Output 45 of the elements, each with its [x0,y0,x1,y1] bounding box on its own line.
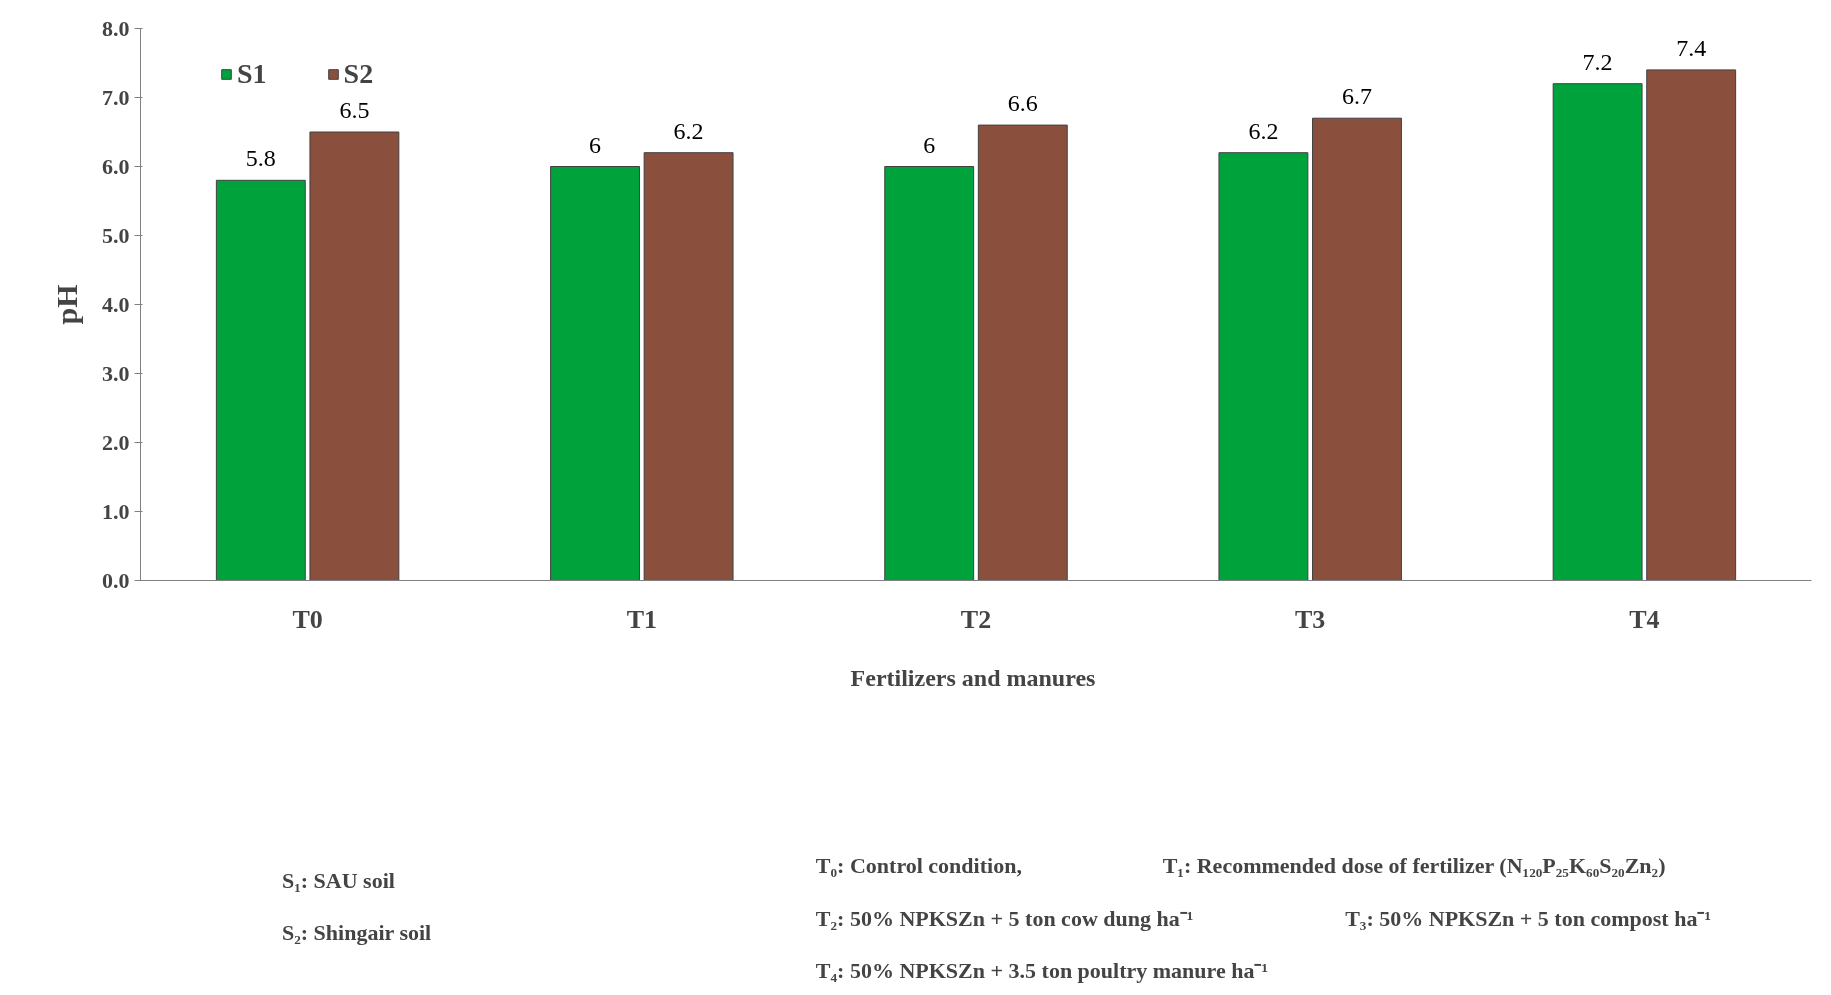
text: S₁: SAU soil [281,868,395,893]
y-axis-title: pH [50,284,83,325]
x-tick-label: T4 [1629,604,1660,634]
x-tick-label: T2 [960,604,992,634]
data-label: 6.6 [1007,90,1038,117]
data-label: 6 [589,131,602,158]
x-tick-label: T0 [292,604,323,634]
bar [1646,69,1737,581]
data-label: 6.5 [339,97,370,123]
x-tick-label: T1 [626,604,657,634]
y-tick-label: 0.0 [102,567,130,593]
y-tick-label: 1.0 [102,498,130,524]
data-label: 5.8 [245,145,276,172]
data-label: 6.2 [673,117,704,144]
bar [884,166,975,581]
x-axis-title: Fertilizers and manures [850,664,1096,691]
text: S₂: Shingair soil [281,920,432,945]
data-label: 7.2 [1582,48,1613,75]
text: T₄: 50% NPKSZn + 3.5 ton poultry manure ha⁻¹ [815,958,1269,983]
data-label: 6.2 [1248,117,1279,144]
legend-label: S1 [237,58,267,90]
y-tick-label: 6.0 [102,153,130,179]
text: T₂: 50% NPKSZn + 5 ton cow dung ha⁻¹ [815,906,1194,931]
text: T₀: Control condition, [815,853,1022,878]
bar [1552,83,1643,581]
y-tick-label: 4.0 [102,291,130,317]
bar [550,166,640,581]
x-tick-label: T3 [1295,604,1326,634]
y-tick-label: 2.0 [102,429,130,455]
text: T₃: 50% NPKSZn + 5 ton compost ha⁻¹ [1345,906,1711,931]
bar [215,179,306,581]
bar [1312,117,1402,581]
y-tick-label: 8.0 [102,15,130,41]
data-label: 6 [923,131,936,158]
bar [977,124,1068,581]
data-label: 7.4 [1676,34,1707,61]
text: T₁: Recommended dose of fertilizer (N₁₂₀P₂₅K₆₀S₂₀Zn₂) [1162,853,1666,878]
y-tick-label: 5.0 [102,222,130,248]
data-label: 6.7 [1341,83,1372,110]
bar [1218,152,1309,581]
y-tick-label: 7.0 [102,84,130,110]
bar [309,131,400,581]
bar [643,152,734,581]
y-tick-label: 3.0 [102,360,130,386]
legend-label: S2 [343,58,374,90]
